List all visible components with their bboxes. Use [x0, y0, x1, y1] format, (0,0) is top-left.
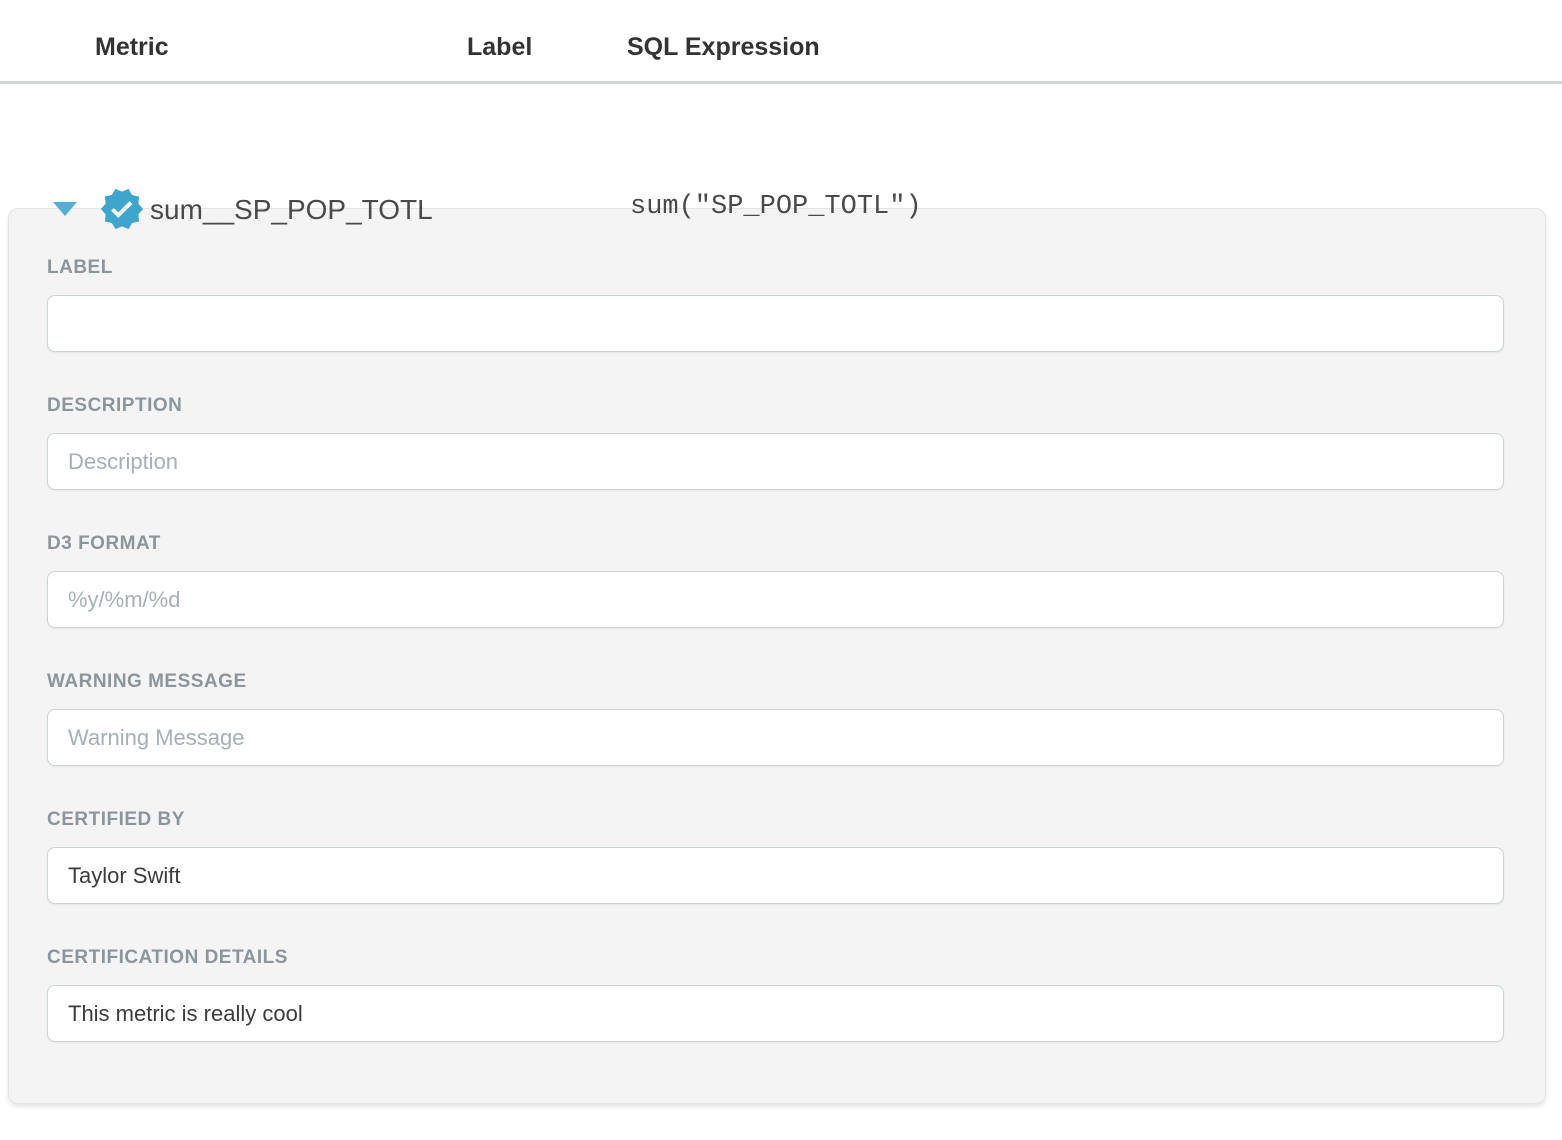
field-description: DESCRIPTION	[47, 393, 1504, 490]
d3-format-field-label: D3 FORMAT	[47, 533, 161, 554]
metric-name[interactable]: sum__SP_POP_TOTL	[150, 194, 433, 225]
field-label: LABEL	[47, 255, 1504, 352]
certification-details-input[interactable]	[47, 985, 1504, 1042]
caret-down-icon[interactable]	[53, 202, 77, 216]
field-warning-message: WARNING MESSAGE	[47, 669, 1504, 766]
field-certification-details: CERTIFICATION DETAILS	[47, 945, 1504, 1042]
description-field-label: DESCRIPTION	[47, 395, 183, 416]
metric-table-row: sum__SP_POP_TOTL sum("SP_POP_TOTL")	[0, 84, 1562, 230]
warning-message-field-label: WARNING MESSAGE	[47, 671, 247, 692]
certified-by-field-label: CERTIFIED BY	[47, 809, 185, 830]
metrics-table-header: Metric Label SQL Expression	[0, 0, 1562, 84]
certification-details-field-label: CERTIFICATION DETAILS	[47, 947, 288, 968]
d3-format-input[interactable]	[47, 571, 1504, 628]
metric-sql-expression[interactable]: sum("SP_POP_TOTL")	[630, 192, 922, 222]
field-certified-by: CERTIFIED BY	[47, 807, 1504, 904]
field-d3-format: D3 FORMAT	[47, 531, 1504, 628]
warning-message-input[interactable]	[47, 709, 1504, 766]
column-header-label: Label	[467, 33, 533, 61]
label-input[interactable]	[47, 295, 1504, 352]
description-input[interactable]	[47, 433, 1504, 490]
column-header-metric: Metric	[95, 33, 169, 61]
column-header-sql-expression: SQL Expression	[627, 33, 820, 61]
certified-by-input[interactable]	[47, 847, 1504, 904]
metric-detail-panel: LABEL DESCRIPTION D3 FORMAT WARNING MESS…	[8, 208, 1546, 1104]
label-field-label: LABEL	[47, 257, 113, 278]
certified-badge-icon	[100, 188, 144, 230]
